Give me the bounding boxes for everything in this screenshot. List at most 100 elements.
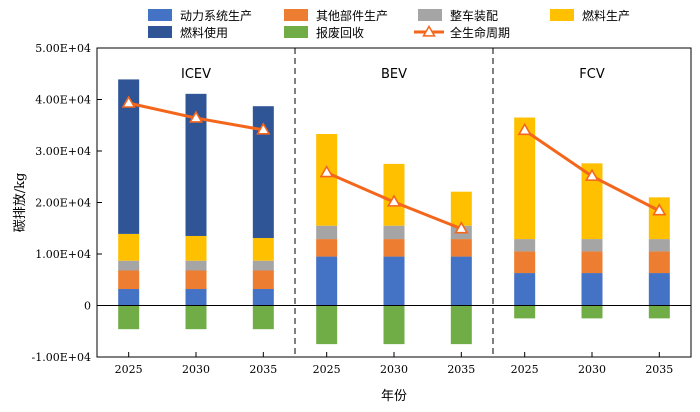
lifecycle-marker: [386, 194, 402, 207]
bar-scrap: [316, 305, 338, 345]
legend-label: 其他部件生产: [316, 8, 388, 23]
bar-other: [450, 239, 472, 257]
lifecycle-marker: [517, 122, 532, 136]
bar-fuelprod: [252, 238, 274, 261]
legend-swatch: [284, 9, 308, 21]
legend-item-lifecycle: 全生命周期: [414, 25, 510, 40]
bar-power: [185, 289, 207, 306]
bar-other: [316, 239, 338, 257]
bar-other: [581, 251, 603, 274]
panel-title: ICEV: [181, 67, 211, 82]
legend-label: 燃料使用: [180, 25, 228, 40]
bar-assembly: [185, 260, 207, 271]
panel-title: FCV: [579, 67, 605, 82]
bar-power: [514, 273, 536, 306]
bar-other: [185, 270, 207, 290]
bar-scrap: [383, 305, 405, 345]
lifecycle-marker: [256, 122, 271, 135]
bar-scrap: [581, 305, 603, 319]
y-tick-label: -1.00E+04: [32, 351, 91, 364]
legend-item-assembly: 整车装配: [418, 8, 498, 23]
legend-label: 燃料生产: [582, 8, 630, 23]
bar-other: [118, 270, 140, 290]
y-axis-title: 碳排放/kg: [13, 173, 28, 233]
legend-swatch: [148, 26, 172, 38]
plot-area: ICEV BEV FCV: [118, 67, 670, 345]
x-tick-label: 2025: [511, 363, 539, 376]
bar-assembly: [118, 260, 140, 271]
y-tick-label: 1.00E+04: [35, 248, 91, 261]
x-tick-label: 2030: [578, 363, 606, 376]
legend-swatch: [418, 9, 442, 21]
bar-power: [118, 289, 140, 306]
legend-item-fueluse: 燃料使用: [148, 25, 228, 40]
bar-scrap: [252, 305, 274, 330]
x-axis-title: 年份: [381, 389, 407, 404]
bar-assembly: [581, 239, 603, 252]
legend-swatch: [148, 9, 172, 21]
legend-label: 整车装配: [450, 8, 498, 23]
x-tick-label: 2030: [182, 363, 210, 376]
legend-item-scrap: 报废回收: [284, 25, 364, 40]
legend-swatch: [284, 26, 308, 38]
legend-label: 全生命周期: [450, 25, 510, 40]
lifecycle-marker: [319, 165, 334, 178]
bar-power: [648, 273, 670, 306]
lifecycle-marker: [584, 168, 600, 181]
bar-fueluse: [185, 93, 207, 236]
x-tick-label: 2030: [380, 363, 408, 376]
bar-power: [383, 256, 405, 306]
bar-other: [648, 251, 670, 274]
legend-item-fuelprod: 燃料生产: [550, 8, 630, 23]
bar-scrap: [185, 305, 207, 330]
bar-fuelprod: [118, 233, 140, 261]
bar-power: [252, 289, 274, 306]
legend-item-other: 其他部件生产: [284, 8, 388, 23]
legend-marker: [422, 25, 436, 37]
panel-icev: ICEV: [118, 67, 274, 330]
panel-bev: BEV: [316, 67, 472, 345]
bar-fuelprod: [450, 191, 472, 226]
bar-assembly: [252, 260, 274, 271]
x-tick-label: 2035: [447, 363, 475, 376]
y-tick-label: 3.00E+04: [35, 145, 91, 158]
legend-label: 报废回收: [316, 25, 364, 40]
bar-fuelprod: [316, 134, 338, 226]
x-tick-label: 2025: [115, 363, 143, 376]
bar-fueluse: [118, 79, 140, 234]
legend-item-power: 动力系统生产: [148, 9, 252, 23]
bar-power: [450, 256, 472, 306]
bar-fuelprod: [581, 163, 603, 240]
x-tick-label: 2025: [313, 363, 341, 376]
lifecycle-marker: [121, 95, 136, 108]
y-tick-label: 5.00E+04: [35, 42, 91, 55]
bar-scrap: [514, 305, 536, 319]
panel-fcv: FCV: [514, 67, 670, 319]
y-tick-label: 0: [84, 300, 91, 313]
legend-label: 动力系统生产: [180, 9, 252, 23]
lifecycle-marker: [652, 203, 667, 216]
lifecycle-marker: [454, 221, 469, 234]
bar-assembly: [383, 225, 405, 240]
bar-assembly: [514, 239, 536, 252]
bar-other: [252, 270, 274, 290]
bar-other: [514, 251, 536, 274]
bar-power: [581, 273, 603, 306]
bar-scrap: [648, 305, 670, 319]
bar-other: [383, 239, 405, 257]
x-tick-label: 2035: [249, 363, 277, 376]
panel-title: BEV: [381, 67, 407, 82]
bar-fuelprod: [514, 117, 536, 240]
legend-swatch: [550, 9, 574, 21]
lifecycle-marker: [188, 110, 204, 123]
y-tick-label: 4.00E+04: [35, 94, 91, 107]
bar-power: [316, 256, 338, 306]
bar-fuelprod: [185, 235, 207, 261]
bar-fueluse: [252, 106, 274, 239]
x-tick-label: 2035: [645, 363, 673, 376]
bar-scrap: [118, 305, 140, 330]
bar-assembly: [316, 225, 338, 240]
